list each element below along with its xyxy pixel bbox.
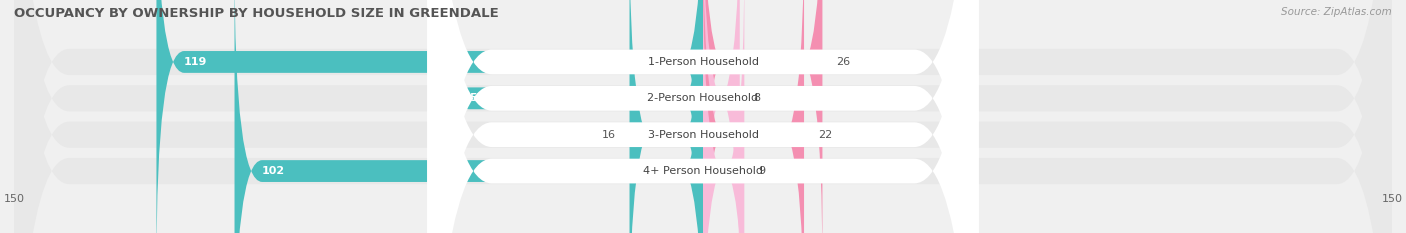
- FancyBboxPatch shape: [427, 0, 979, 233]
- Text: 3-Person Household: 3-Person Household: [648, 130, 758, 140]
- FancyBboxPatch shape: [14, 0, 1392, 233]
- FancyBboxPatch shape: [427, 0, 979, 233]
- Text: 102: 102: [262, 166, 285, 176]
- Text: 57: 57: [468, 93, 484, 103]
- FancyBboxPatch shape: [703, 0, 804, 233]
- FancyBboxPatch shape: [14, 0, 1392, 233]
- Text: 4+ Person Household: 4+ Person Household: [643, 166, 763, 176]
- FancyBboxPatch shape: [14, 0, 1392, 233]
- FancyBboxPatch shape: [235, 0, 703, 233]
- Text: 8: 8: [754, 93, 761, 103]
- FancyBboxPatch shape: [156, 0, 703, 233]
- Text: 9: 9: [758, 166, 765, 176]
- Text: Source: ZipAtlas.com: Source: ZipAtlas.com: [1281, 7, 1392, 17]
- Text: 1-Person Household: 1-Person Household: [648, 57, 758, 67]
- FancyBboxPatch shape: [703, 0, 744, 233]
- Text: 22: 22: [818, 130, 832, 140]
- FancyBboxPatch shape: [427, 0, 979, 233]
- FancyBboxPatch shape: [703, 0, 823, 233]
- FancyBboxPatch shape: [14, 0, 1392, 233]
- FancyBboxPatch shape: [441, 0, 703, 233]
- Text: 2-Person Household: 2-Person Household: [647, 93, 759, 103]
- Text: 16: 16: [602, 130, 616, 140]
- Text: 26: 26: [837, 57, 851, 67]
- FancyBboxPatch shape: [630, 0, 703, 233]
- FancyBboxPatch shape: [703, 0, 740, 233]
- Text: OCCUPANCY BY OWNERSHIP BY HOUSEHOLD SIZE IN GREENDALE: OCCUPANCY BY OWNERSHIP BY HOUSEHOLD SIZE…: [14, 7, 499, 20]
- Text: 119: 119: [184, 57, 207, 67]
- FancyBboxPatch shape: [427, 0, 979, 233]
